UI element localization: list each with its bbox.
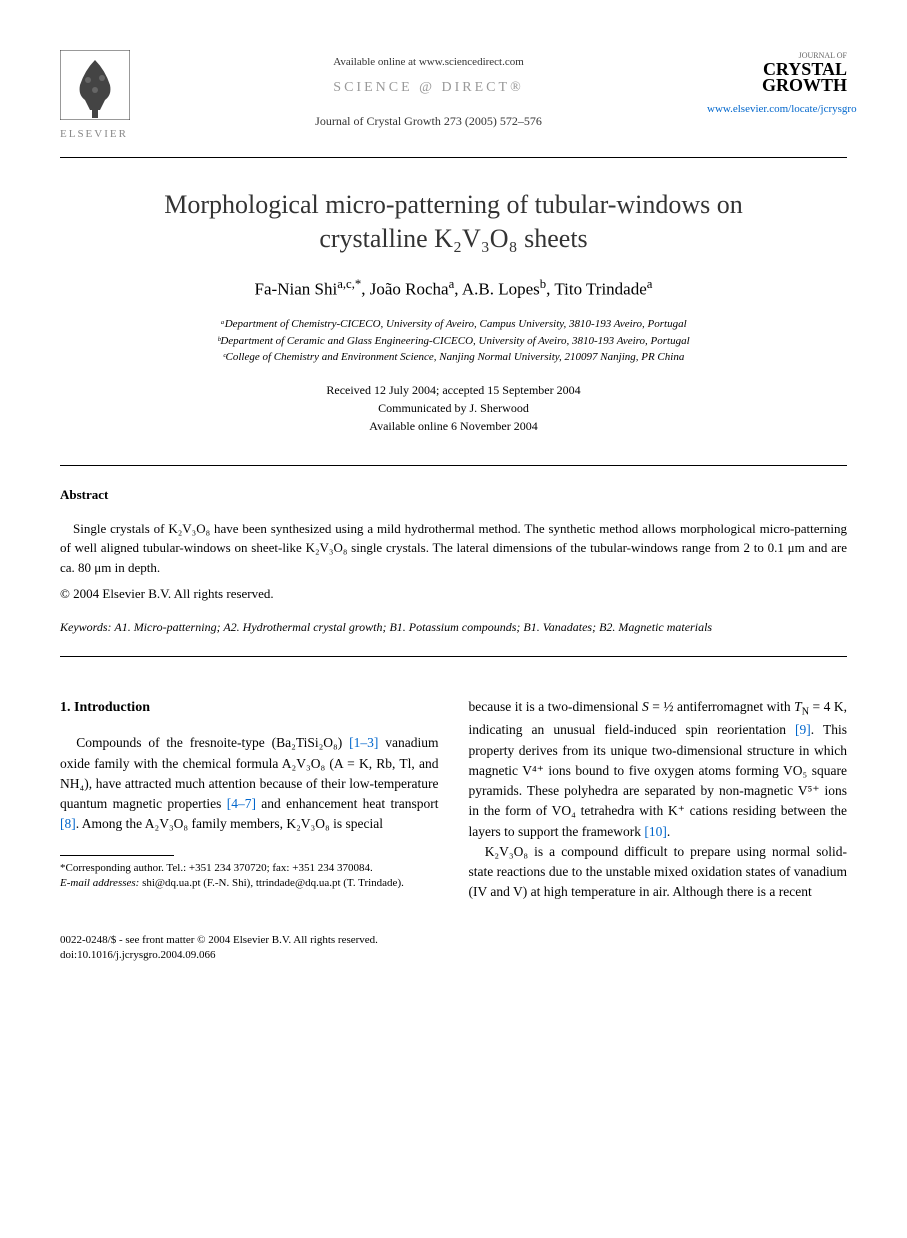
authors: Fa-Nian Shia,c,*, João Rochaa, A.B. Lope… — [60, 276, 847, 301]
title-line-2: crystalline K₂V₃O₈ sheets — [319, 224, 587, 253]
header-row: ELSEVIER Available online at www.science… — [60, 50, 847, 142]
abstract-text: Single crystals of K₂V₃O₈ have been synt… — [60, 519, 847, 578]
body-columns: 1. Introduction Compounds of the fresnoi… — [60, 697, 847, 902]
right-column: because it is a two-dimensional S = ½ an… — [469, 697, 848, 902]
elsevier-name: ELSEVIER — [60, 127, 150, 142]
keywords-text: A1. Micro-patterning; A2. Hydrothermal c… — [114, 620, 712, 634]
affiliation-c: ᶜCollege of Chemistry and Environment Sc… — [60, 349, 847, 366]
left-column: 1. Introduction Compounds of the fresnoi… — [60, 697, 439, 902]
article-dates: Received 12 July 2004; accepted 15 Septe… — [60, 381, 847, 435]
keywords: Keywords: A1. Micro-patterning; A2. Hydr… — [60, 618, 847, 636]
abstract-label: Abstract — [60, 486, 847, 504]
abstract-divider-top — [60, 465, 847, 466]
intro-heading: 1. Introduction — [60, 697, 439, 718]
elsevier-url[interactable]: www.elsevier.com/locate/jcrysgro — [707, 102, 847, 117]
sciencedirect-logo: SCIENCE @ DIRECT® — [150, 78, 707, 98]
affiliation-a: ᵃDepartment of Chemistry-CICECO, Univers… — [60, 316, 847, 333]
intro-para-1: Compounds of the fresnoite-type (Ba₂TiSi… — [60, 733, 439, 834]
available-online-text: Available online at www.sciencedirect.co… — [150, 55, 707, 70]
affiliations: ᵃDepartment of Chemistry-CICECO, Univers… — [60, 316, 847, 366]
header-divider — [60, 157, 847, 158]
doi: doi:10.1016/j.jcrysgro.2004.09.066 — [60, 948, 847, 963]
footnote-divider — [60, 855, 174, 856]
article-title: Morphological micro-patterning of tubula… — [60, 188, 847, 256]
email-addresses: E-mail addresses: shi@dq.ua.pt (F.-N. Sh… — [60, 876, 439, 891]
online-date: Available online 6 November 2004 — [60, 417, 847, 435]
abstract-divider-bottom — [60, 656, 847, 657]
keywords-label: Keywords: — [60, 620, 112, 634]
title-line-1: Morphological micro-patterning of tubula… — [164, 190, 743, 219]
affiliation-b: ᵇDepartment of Ceramic and Glass Enginee… — [60, 333, 847, 350]
front-matter: 0022-0248/$ - see front matter © 2004 El… — [60, 933, 847, 948]
corresponding-tel-fax: *Corresponding author. Tel.: +351 234 37… — [60, 861, 439, 876]
abstract-copyright: © 2004 Elsevier B.V. All rights reserved… — [60, 585, 847, 603]
intro-para-2: K₂V₃O₈ is a compound difficult to prepar… — [469, 842, 848, 903]
corresponding-author-footnote: *Corresponding author. Tel.: +351 234 37… — [60, 861, 439, 892]
footer-info: 0022-0248/$ - see front matter © 2004 El… — [60, 933, 847, 964]
journal-logo: JOURNAL OF CRYSTAL GROWTH www.elsevier.c… — [707, 50, 847, 117]
email-list: shi@dq.ua.pt (F.-N. Shi), ttrindade@dq.u… — [142, 877, 404, 889]
communicated-by: Communicated by J. Sherwood — [60, 399, 847, 417]
journal-reference: Journal of Crystal Growth 273 (2005) 572… — [150, 113, 707, 130]
center-header: Available online at www.sciencedirect.co… — [150, 50, 707, 130]
email-label: E-mail addresses: — [60, 877, 139, 889]
intro-para-1-cont: because it is a two-dimensional S = ½ an… — [469, 697, 848, 841]
elsevier-logo: ELSEVIER — [60, 50, 150, 142]
elsevier-tree-icon — [60, 50, 130, 120]
journal-name-2: GROWTH — [707, 77, 847, 93]
received-date: Received 12 July 2004; accepted 15 Septe… — [60, 381, 847, 399]
